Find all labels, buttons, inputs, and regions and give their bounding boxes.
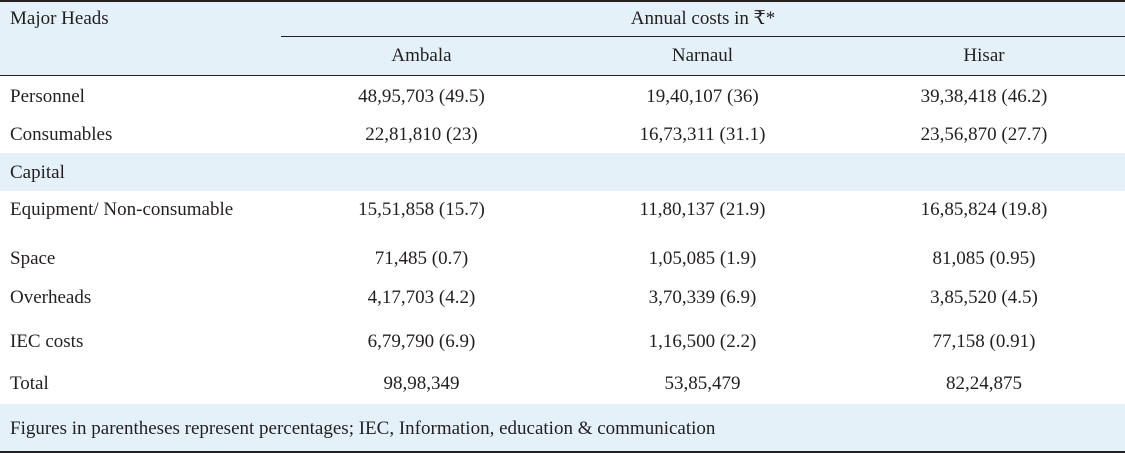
row-label-overheads: Overheads xyxy=(10,287,92,308)
column-header-narnaul: Narnaul xyxy=(671,45,734,66)
header-band xyxy=(0,2,1125,75)
table-top-rule xyxy=(0,0,1125,2)
cell-space-hisar: 81,085 (0.95) xyxy=(932,248,1036,269)
cell-space-narnaul: 1,05,085 (1.9) xyxy=(648,248,757,269)
header-sub-rule xyxy=(281,36,1125,37)
cell-iec-narnaul: 1,16,500 (2.2) xyxy=(648,331,757,352)
cell-overheads-narnaul: 3,70,339 (6.9) xyxy=(648,287,757,308)
column-header-ambala: Ambala xyxy=(391,45,452,66)
cell-total-ambala: 98,98,349 xyxy=(383,373,460,394)
footnote-band xyxy=(0,404,1125,451)
cell-total-narnaul: 53,85,479 xyxy=(664,373,741,394)
row-label-iec-costs: IEC costs xyxy=(10,331,84,352)
cell-personnel-narnaul: 19,40,107 (36) xyxy=(646,86,759,107)
table-bottom-rule xyxy=(0,451,1125,453)
row-label-total: Total xyxy=(10,373,49,394)
cell-overheads-hisar: 3,85,520 (4.5) xyxy=(930,287,1038,308)
cell-consumables-narnaul: 16,73,311 (31.1) xyxy=(639,124,766,145)
row-label-capital: Capital xyxy=(10,162,65,183)
cell-equipment-narnaul: 11,80,137 (21.9) xyxy=(639,199,766,220)
cell-personnel-hisar: 39,38,418 (46.2) xyxy=(920,86,1048,107)
row-label-space: Space xyxy=(10,248,56,269)
cell-iec-ambala: 6,79,790 (6.9) xyxy=(367,331,476,352)
row-label-personnel: Personnel xyxy=(10,86,85,107)
cell-space-ambala: 71,485 (0.7) xyxy=(374,248,469,269)
cell-total-hisar: 82,24,875 xyxy=(946,373,1022,394)
cell-equipment-ambala: 15,51,858 (15.7) xyxy=(358,199,485,220)
major-heads-header: Major Heads xyxy=(10,8,109,29)
cell-consumables-hisar: 23,56,870 (27.7) xyxy=(920,124,1048,145)
annual-costs-header: Annual costs in ₹* xyxy=(630,8,776,29)
cell-equipment-hisar: 16,85,824 (19.8) xyxy=(920,199,1048,220)
table-footnote: Figures in parentheses represent percent… xyxy=(10,418,716,439)
cell-overheads-ambala: 4,17,703 (4.2) xyxy=(367,287,476,308)
header-bottom-rule xyxy=(0,75,1125,76)
row-label-equipment: Equipment/ Non-consumable xyxy=(10,199,234,220)
cell-personnel-ambala: 48,95,703 (49.5) xyxy=(358,86,485,107)
row-label-consumables: Consumables xyxy=(10,124,113,145)
cell-iec-hisar: 77,158 (0.91) xyxy=(932,331,1036,352)
cell-consumables-ambala: 22,81,810 (23) xyxy=(365,124,478,145)
capital-row-band xyxy=(0,153,1125,191)
column-header-hisar: Hisar xyxy=(963,45,1005,66)
